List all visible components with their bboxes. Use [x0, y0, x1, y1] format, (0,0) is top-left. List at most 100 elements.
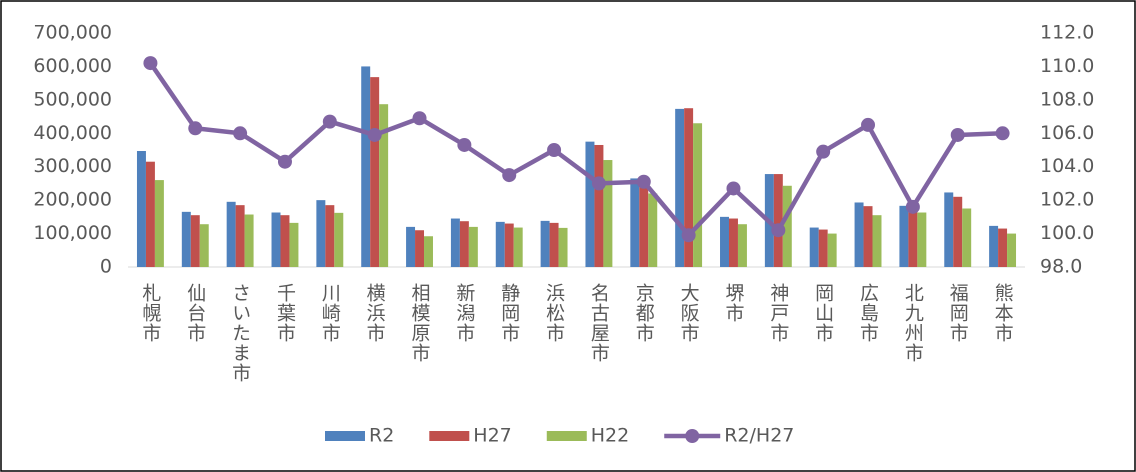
bar	[809, 227, 819, 267]
y2-tick-label: 102.0	[1040, 189, 1094, 211]
bar	[854, 202, 864, 267]
x-tick-label: さいたま市	[229, 283, 251, 383]
bar	[415, 230, 425, 267]
line-marker	[771, 223, 786, 238]
bar	[585, 141, 595, 267]
line-marker	[502, 168, 517, 183]
bar	[226, 201, 236, 267]
legend-label: R2/H27	[724, 425, 794, 447]
x-tick-label: 浜松市	[543, 283, 565, 343]
bar	[450, 218, 460, 267]
bar	[361, 66, 371, 267]
bar	[190, 215, 200, 267]
y-tick-label: 600,000	[33, 55, 112, 77]
bar	[271, 212, 281, 267]
bar	[773, 174, 783, 267]
line-marker	[681, 228, 696, 243]
legend-label: H27	[473, 425, 511, 447]
bar	[549, 222, 559, 267]
x-tick-label: 神戸市	[767, 283, 789, 343]
y-tick-label: 0	[100, 256, 112, 278]
x-tick-label: 新潟市	[453, 283, 475, 343]
line-marker	[277, 154, 292, 169]
x-tick-label: 熊本市	[992, 283, 1014, 343]
legend-swatch	[429, 431, 470, 441]
bar	[675, 108, 685, 267]
legend-swatch	[685, 429, 700, 443]
x-tick-label: 静岡市	[498, 283, 520, 343]
bar	[406, 226, 416, 267]
y2-tick-label: 98.0	[1040, 256, 1082, 278]
y-tick-label: 300,000	[33, 155, 112, 177]
bar	[944, 192, 954, 267]
legend-label: R2	[369, 425, 394, 447]
bar	[145, 161, 155, 267]
line-marker	[591, 176, 606, 191]
line-marker	[995, 126, 1010, 141]
line-marker	[188, 121, 203, 136]
bar	[782, 185, 792, 267]
y-tick-label: 400,000	[33, 122, 112, 144]
bar	[693, 123, 703, 267]
bar	[630, 178, 640, 267]
line-marker	[816, 144, 831, 159]
y2-tick-label: 110.0	[1040, 55, 1094, 77]
y2-tick-label: 100.0	[1040, 222, 1094, 244]
bar	[639, 181, 649, 267]
bar	[737, 224, 747, 267]
bar	[289, 222, 299, 267]
bar	[917, 212, 927, 267]
bar	[504, 223, 514, 267]
bar	[495, 221, 505, 267]
bar	[154, 180, 164, 267]
bar	[379, 104, 389, 268]
y-tick-label: 100,000	[33, 222, 112, 244]
bar	[899, 205, 909, 267]
bar	[648, 193, 658, 267]
bar	[136, 151, 146, 267]
bar	[280, 215, 290, 267]
bar	[818, 229, 828, 267]
legend-swatch	[546, 431, 587, 441]
y2-tick-label: 108.0	[1040, 88, 1094, 110]
bar	[863, 206, 873, 267]
legend-label: H22	[591, 425, 629, 447]
x-tick-label: 横浜市	[364, 283, 386, 343]
line-marker	[726, 181, 741, 196]
bar	[998, 228, 1008, 267]
x-tick-label: 堺市	[722, 283, 744, 323]
bar	[728, 218, 738, 267]
line-marker	[457, 137, 472, 152]
line-marker	[143, 56, 158, 71]
bar	[989, 225, 999, 267]
x-tick-label: 千葉市	[274, 283, 296, 343]
bar	[872, 215, 882, 267]
line-marker	[322, 114, 337, 129]
bar	[558, 227, 568, 267]
bar	[594, 144, 604, 267]
bar	[603, 160, 613, 267]
bar	[908, 208, 918, 267]
x-tick-label: 広島市	[857, 283, 879, 343]
bar	[370, 77, 380, 267]
y-tick-label: 500,000	[33, 88, 112, 110]
line	[148, 61, 1003, 238]
line-marker	[950, 127, 965, 142]
x-tick-label: 福岡市	[947, 283, 969, 343]
bar	[720, 216, 729, 267]
bar	[540, 220, 550, 267]
x-tick-label: 岡山市	[812, 283, 834, 343]
bar	[244, 214, 254, 267]
bar	[468, 226, 478, 267]
bar	[684, 108, 694, 267]
line-marker	[636, 174, 651, 189]
bar	[325, 205, 335, 267]
x-tick-label: 札幌市	[139, 283, 161, 343]
bar	[459, 221, 469, 267]
bar	[953, 196, 963, 267]
line-marker	[905, 199, 920, 214]
bar	[235, 205, 245, 267]
y-tick-label: 200,000	[33, 189, 112, 211]
